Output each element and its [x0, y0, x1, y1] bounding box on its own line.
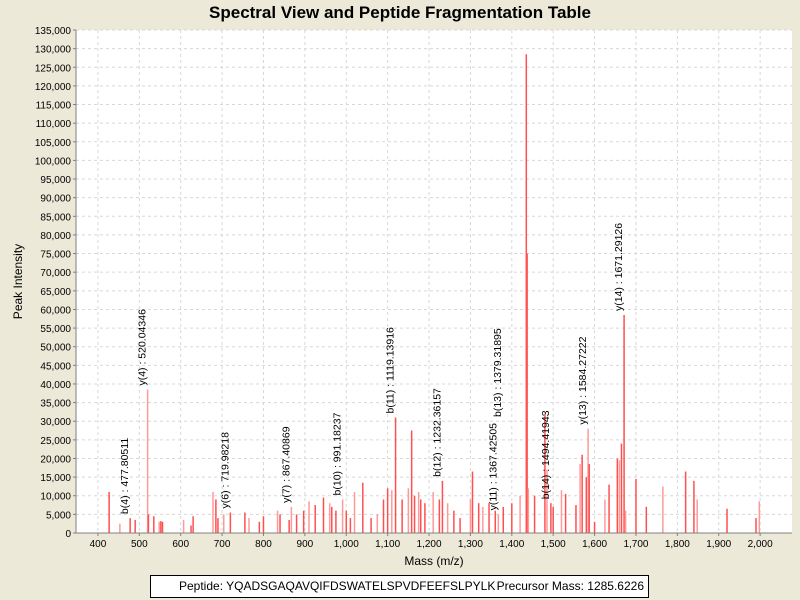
x-tick-label: 2,000	[748, 539, 773, 550]
peptide-sequence: Peptide: YQADSGAQAVQIFDSWATELSPVDFEEFSLP…	[179, 579, 496, 593]
x-tick-label: 600	[172, 539, 189, 550]
peak-annotation: y(6) : 719.98218	[219, 432, 231, 509]
peak-annotation: b(14) : 1494.41943	[540, 410, 552, 499]
y-tick-label: 125,000	[35, 63, 72, 74]
y-tick-label: 80,000	[40, 231, 71, 242]
y-tick-label: 35,000	[40, 399, 71, 410]
y-tick-label: 135,000	[35, 26, 72, 37]
peak-annotation: b(13) : 1379.31895	[492, 328, 504, 417]
x-tick-label: 1,200	[417, 539, 442, 550]
y-tick-label: 10,000	[40, 492, 71, 503]
x-tick-label: 1,800	[665, 539, 690, 550]
x-tick-label: 1,100	[375, 539, 400, 550]
y-tick-label: 65,000	[40, 287, 71, 298]
y-tick-label: 50,000	[40, 343, 71, 354]
y-tick-label: 130,000	[35, 45, 72, 56]
peak-annotation: b(11) : 1119.13916	[385, 327, 397, 414]
x-tick-label: 1,900	[706, 539, 731, 550]
plot-area	[76, 30, 792, 533]
x-tick-label: 1,000	[334, 539, 359, 550]
y-tick-label: 15,000	[40, 473, 71, 484]
peptide-info-box: Peptide: YQADSGAQAVQIFDSWATELSPVDFEEFSLP…	[150, 575, 649, 598]
peak-annotation: y(14) : 1671.29126	[613, 223, 625, 311]
y-tick-label: 90,000	[40, 194, 71, 205]
y-tick-label: 25,000	[40, 436, 71, 447]
x-axis-label: Mass (m/z)	[404, 554, 463, 568]
x-tick-label: 400	[90, 539, 107, 550]
chart-title: Spectral View and Peptide Fragmentation …	[209, 3, 591, 22]
x-tick-label: 900	[297, 539, 314, 550]
y-tick-label: 45,000	[40, 361, 71, 372]
y-tick-label: 5,000	[46, 510, 71, 521]
peak-annotation: y(7) : 867.40869	[280, 426, 292, 503]
x-tick-label: 500	[131, 539, 148, 550]
peak-annotation: b(4) : 477.80511	[119, 438, 131, 514]
y-tick-label: 0	[65, 529, 71, 540]
y-tick-label: 40,000	[40, 380, 71, 391]
peak-annotation: y(13) : 1584.27222	[577, 336, 589, 424]
y-tick-label: 70,000	[40, 268, 71, 279]
y-axis-label: Peak Intensity	[11, 244, 25, 319]
x-tick-label: 1,600	[582, 539, 607, 550]
y-tick-label: 60,000	[40, 305, 71, 316]
peak-annotation: y(4) : 520.04346	[137, 309, 149, 386]
y-tick-label: 120,000	[35, 82, 72, 93]
y-tick-label: 105,000	[35, 138, 72, 149]
y-tick-label: 20,000	[40, 454, 71, 465]
y-tick-label: 95,000	[40, 175, 71, 186]
x-tick-label: 1,300	[458, 539, 483, 550]
y-tick-label: 55,000	[40, 324, 71, 335]
y-tick-label: 110,000	[36, 119, 72, 130]
peak-annotation: b(12) : 1232.36157	[431, 388, 443, 477]
y-tick-label: 115,000	[36, 101, 72, 112]
y-tick-label: 75,000	[40, 250, 71, 261]
y-tick-label: 30,000	[40, 417, 71, 428]
y-tick-label: 85,000	[40, 212, 71, 223]
peak-annotation: b(10) : 991.18237	[332, 412, 344, 495]
y-tick-label: 100,000	[35, 156, 72, 167]
x-tick-label: 800	[255, 539, 272, 550]
x-tick-label: 1,700	[623, 539, 648, 550]
x-tick-label: 1,400	[499, 539, 524, 550]
x-tick-label: 700	[214, 539, 231, 550]
precursor-mass: Precursor Mass: 1285.6226	[496, 579, 644, 593]
x-tick-label: 1,500	[541, 539, 566, 550]
peak-annotation: y(11) : 1367.42505	[487, 423, 499, 511]
